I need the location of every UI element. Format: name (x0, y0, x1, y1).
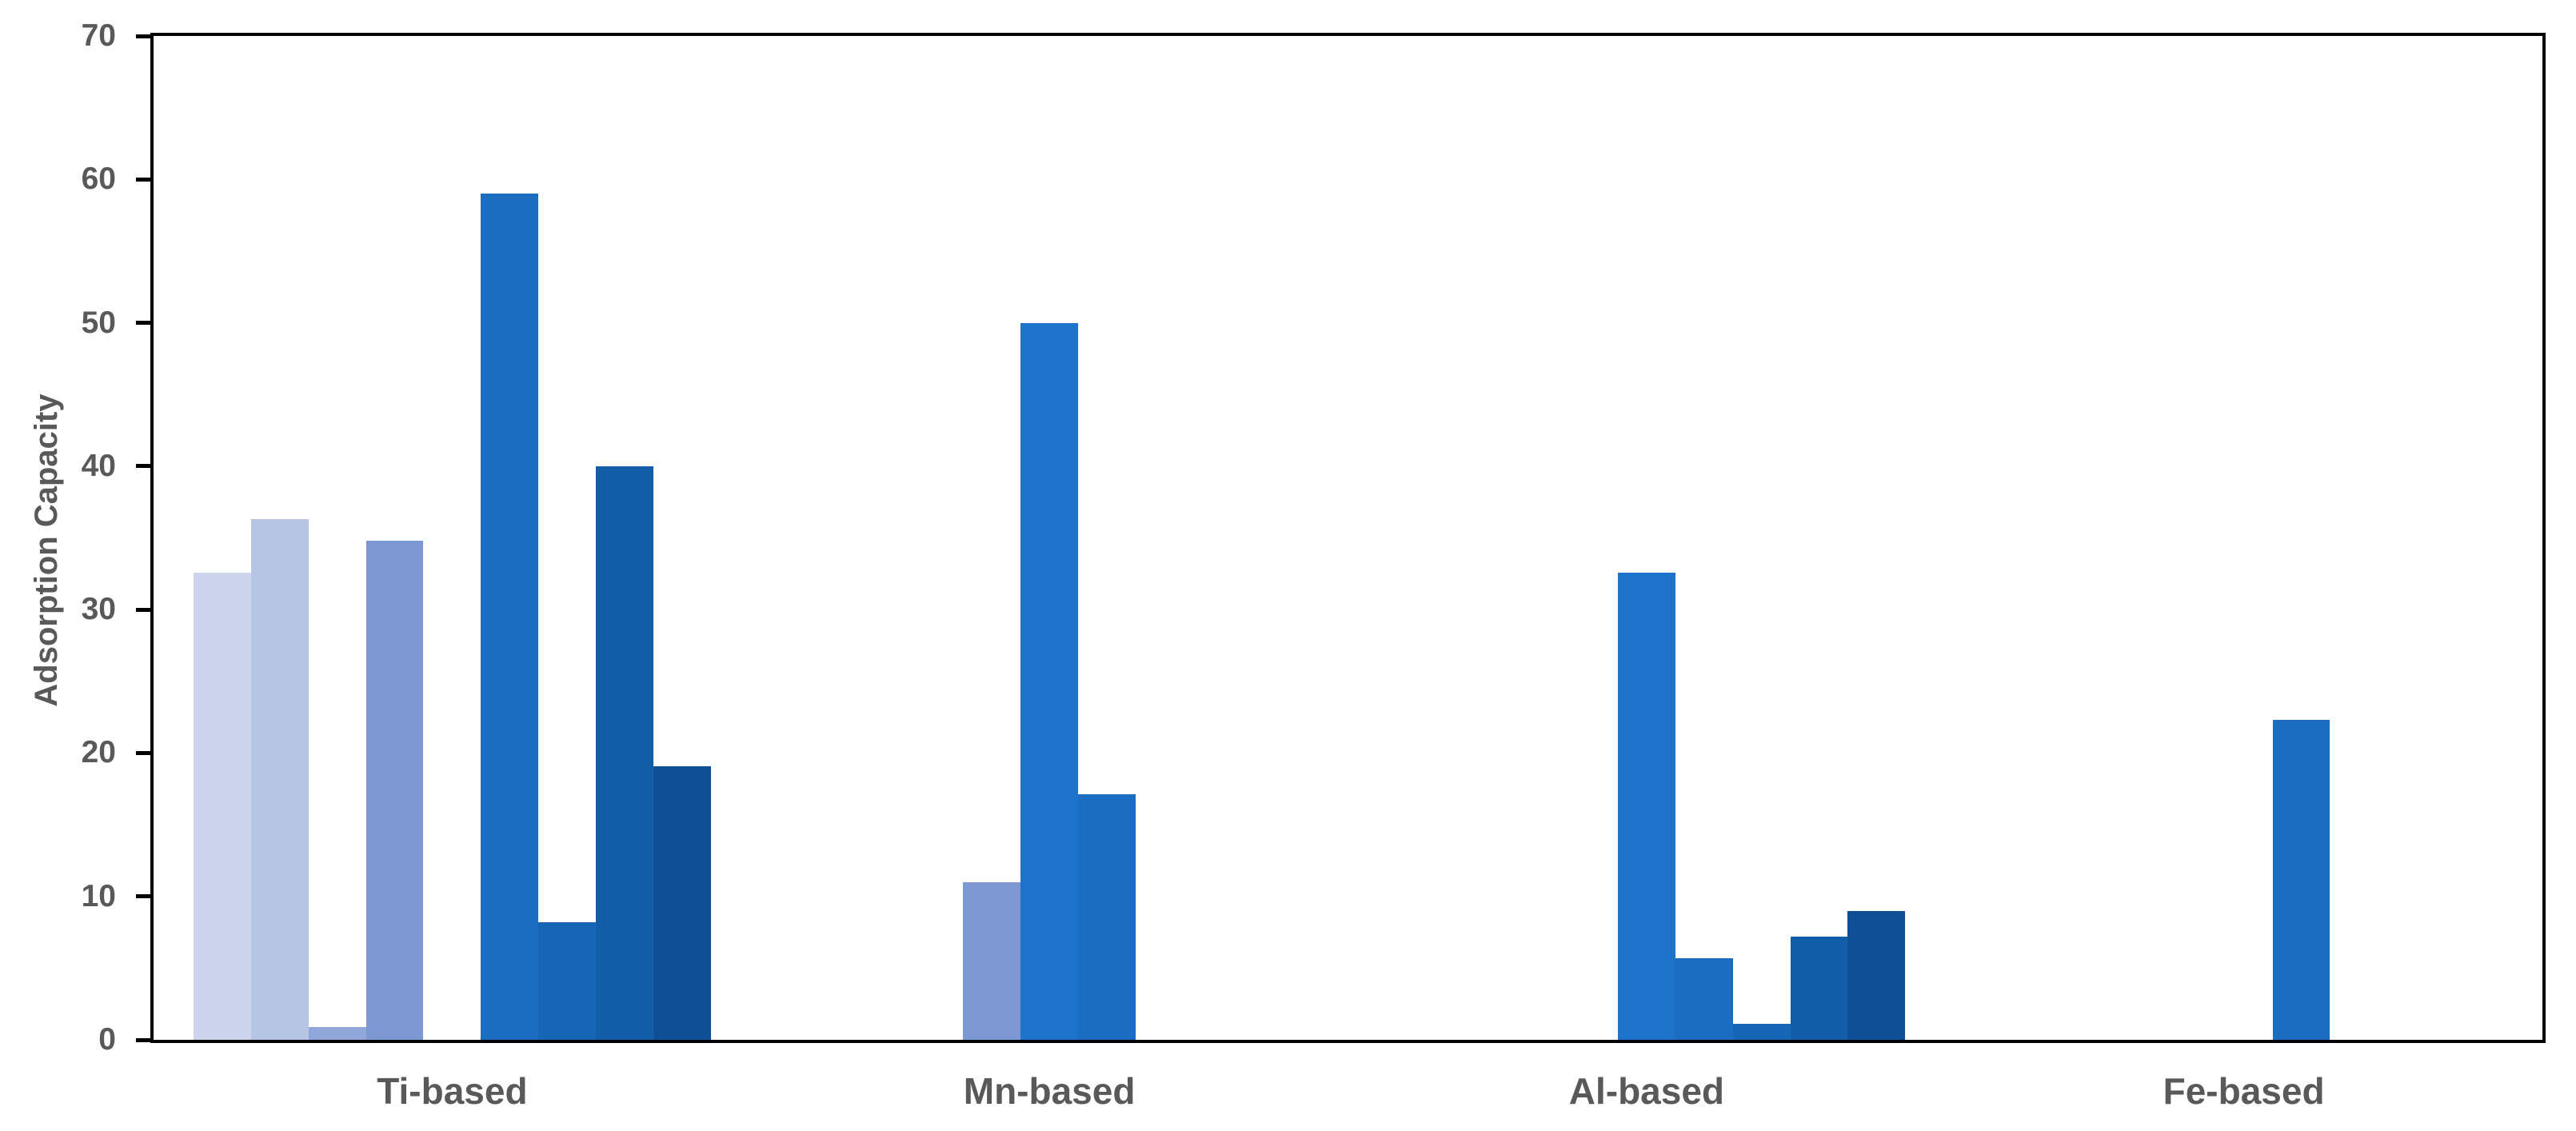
y-tick-mark-40 (136, 464, 150, 469)
y-tick-label-30: 30 (81, 592, 116, 627)
y-tick-mark-0 (136, 1037, 150, 1042)
y-tick-label-70: 70 (81, 18, 116, 53)
y-tick-label-20: 20 (81, 735, 116, 770)
y-tick-mark-60 (136, 177, 150, 182)
y-tick-label-50: 50 (81, 305, 116, 340)
bar-mn-based-s4 (963, 881, 1021, 1040)
y-tick-mark-10 (136, 894, 150, 899)
bar-ti-based-s4 (365, 541, 424, 1040)
x-category-label-fe-based: Fe-based (2163, 1070, 2325, 1112)
x-category-label-mn-based: Mn-based (963, 1070, 1136, 1112)
y-axis-title: Adsorption Capacity (29, 394, 64, 707)
y-tick-mark-20 (136, 750, 150, 755)
bar-al-based-s8 (1790, 936, 1848, 1040)
bar-al-based-s5 (1617, 572, 1675, 1040)
bar-ti-based-s2 (250, 519, 309, 1040)
bar-ti-based-s6 (481, 194, 539, 1040)
bar-ti-based-s9 (653, 765, 711, 1040)
plot-area (150, 33, 2546, 1043)
bar-ti-based-s8 (596, 466, 653, 1040)
bar-fe-based-s6 (2272, 720, 2330, 1040)
bar-mn-based-s5 (1020, 322, 1079, 1040)
y-tick-mark-70 (136, 34, 150, 38)
bar-mn-based-s6 (1078, 794, 1136, 1040)
x-category-label-al-based: Al-based (1568, 1070, 1725, 1112)
bar-ti-based-s1 (194, 572, 251, 1040)
y-tick-label-0: 0 (98, 1022, 116, 1057)
y-tick-label-40: 40 (81, 448, 116, 483)
y-tick-label-10: 10 (81, 878, 116, 913)
y-tick-mark-50 (136, 321, 150, 326)
y-tick-mark-30 (136, 607, 150, 612)
bar-al-based-s7 (1732, 1024, 1791, 1040)
bar-ti-based-s3 (308, 1026, 366, 1040)
x-category-label-ti-based: Ti-based (377, 1070, 528, 1112)
bar-ti-based-s7 (538, 922, 597, 1040)
bar-al-based-s9 (1847, 910, 1906, 1040)
bar-al-based-s6 (1675, 957, 1733, 1040)
y-tick-label-60: 60 (81, 162, 116, 197)
